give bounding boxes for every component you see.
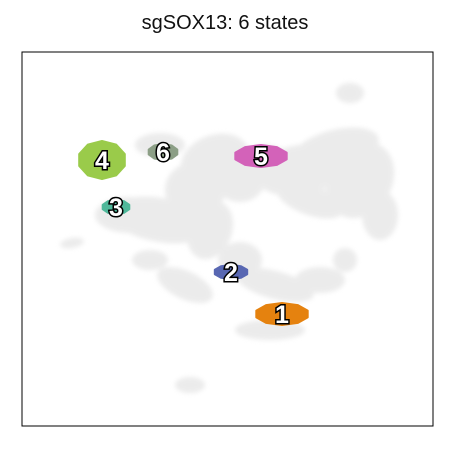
background-cell-ring bbox=[336, 83, 364, 103]
state-clusters bbox=[78, 140, 309, 326]
background-cell-region bbox=[236, 267, 314, 303]
state-label-3: 3 bbox=[109, 194, 123, 222]
state-cluster-3 bbox=[101, 199, 131, 215]
state-cluster-5 bbox=[234, 144, 288, 168]
background-cell-region bbox=[295, 267, 345, 293]
background-cell-region bbox=[60, 237, 84, 249]
state-label-5: 5 bbox=[254, 143, 268, 171]
state-cluster-2 bbox=[213, 264, 249, 280]
state-label-4: 4 bbox=[95, 147, 109, 175]
state-cluster-4 bbox=[78, 140, 126, 180]
chart-title: sgSOX13: 6 states bbox=[141, 12, 309, 34]
state-label-1: 1 bbox=[275, 301, 289, 329]
background-cell-region bbox=[333, 248, 357, 272]
background-cell-region bbox=[157, 267, 213, 303]
background-cell-region bbox=[340, 86, 360, 100]
state-label-6: 6 bbox=[156, 139, 170, 167]
background-cell-region bbox=[276, 181, 344, 219]
plot-frame bbox=[21, 51, 434, 427]
background-cells bbox=[60, 83, 398, 393]
state-labels: 1 2 34 5 6 bbox=[94, 138, 291, 331]
background-cell-region bbox=[186, 200, 234, 260]
background-cell-region bbox=[362, 190, 398, 240]
state-cluster-6 bbox=[147, 143, 179, 161]
state-cluster-1 bbox=[255, 302, 309, 326]
background-cell-region bbox=[132, 250, 168, 270]
state-label-2: 2 bbox=[224, 259, 238, 287]
background-cell-region bbox=[175, 377, 205, 393]
